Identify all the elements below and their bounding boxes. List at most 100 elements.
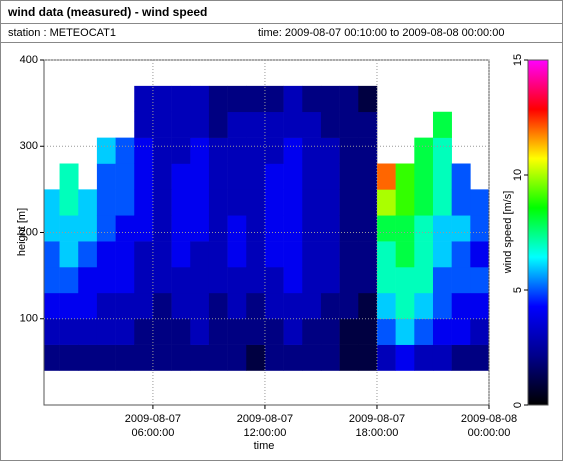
heatmap-cell [358, 137, 378, 164]
heatmap-cell [152, 137, 172, 164]
heatmap-cell [134, 111, 154, 138]
heatmap-cell [432, 189, 452, 216]
heatmap-cell [451, 163, 471, 190]
heatmap-cell [96, 215, 116, 242]
heatmap-cell [283, 189, 303, 216]
heatmap-cell [134, 85, 154, 113]
chart-title: wind data (measured) - wind speed [7, 5, 207, 19]
heatmap-cell [358, 344, 378, 371]
heatmap-cell [339, 267, 359, 294]
heatmap-cell [171, 241, 191, 268]
heatmap-cell [134, 344, 154, 371]
heatmap-cell [152, 318, 172, 345]
heatmap-cell [246, 241, 266, 268]
heatmap-cell [320, 189, 340, 216]
heatmap-cell [227, 85, 247, 113]
heatmap-cell [376, 215, 396, 242]
heatmap-cell [302, 241, 322, 268]
heatmap-cell [246, 267, 266, 294]
heatmap-cell [134, 137, 154, 164]
heatmap-cell [414, 137, 434, 164]
heatmap-cell [227, 163, 247, 190]
heatmap-cell [302, 137, 322, 164]
heatmap-cell [470, 189, 490, 216]
heatmap-cell [283, 241, 303, 268]
heatmap-cell [190, 85, 210, 113]
heatmap-cell [171, 292, 191, 320]
heatmap-cell [78, 344, 98, 371]
heatmap-cell [358, 292, 378, 320]
heatmap-cell [246, 344, 266, 371]
heatmap-cell [246, 85, 266, 113]
heatmap-cell [208, 85, 228, 113]
heatmap-cell [414, 215, 434, 242]
heatmap-cell [208, 215, 228, 242]
heatmap-cell [227, 267, 247, 294]
heatmap-cell [302, 292, 322, 320]
heatmap-cell [59, 189, 79, 216]
heatmap-cell [302, 318, 322, 345]
heatmap-cell [134, 318, 154, 345]
heatmap-cell [414, 267, 434, 294]
heatmap-cell [227, 215, 247, 242]
heatmap-cell [208, 137, 228, 164]
heatmap-cell [395, 267, 415, 294]
heatmap-cell [96, 137, 116, 164]
heatmap-cell [134, 215, 154, 242]
colorbar [527, 59, 549, 406]
heatmap-cell [227, 344, 247, 371]
heatmap-cell [96, 318, 116, 345]
heatmap-cell [190, 163, 210, 190]
heatmap-cell [44, 318, 60, 345]
heatmap-cell [152, 344, 172, 371]
heatmap-cell [432, 111, 452, 138]
heatmap-cell [302, 163, 322, 190]
heatmap-cell [96, 241, 116, 268]
heatmap-cell [264, 137, 284, 164]
heatmap-cell [78, 189, 98, 216]
heatmap-cell [283, 267, 303, 294]
heatmap-cell [320, 292, 340, 320]
heatmap-cell [414, 241, 434, 268]
y-axis-label: height [m] [16, 208, 28, 256]
y-tick-label: 200 [20, 226, 38, 238]
heatmap-cell [264, 318, 284, 345]
heatmap-cell [134, 267, 154, 294]
heatmap-cell [470, 267, 490, 294]
colorbar-tick-label: 15 [512, 54, 524, 66]
heatmap-cell [339, 344, 359, 371]
heatmap-cell [134, 189, 154, 216]
heatmap-cell [171, 189, 191, 216]
heatmap-cell [339, 163, 359, 190]
heatmap-cell [227, 137, 247, 164]
heatmap-cell [115, 344, 135, 371]
heatmap-cell [264, 292, 284, 320]
heatmap-cell [208, 267, 228, 294]
heatmap-cell [283, 111, 303, 138]
heatmap-cell [358, 318, 378, 345]
heatmap-cell [171, 137, 191, 164]
heatmap-cell [432, 163, 452, 190]
heatmap-cell [208, 111, 228, 138]
heatmap-cell [451, 318, 471, 345]
heatmap-cell [171, 111, 191, 138]
heatmap-cell [96, 292, 116, 320]
heatmap-cell [134, 163, 154, 190]
heatmap-cell [339, 137, 359, 164]
heatmap-cell [302, 85, 322, 113]
heatmap-cell [358, 241, 378, 268]
heatmap-cell [451, 344, 471, 371]
heatmap-cell [320, 85, 340, 113]
heatmap-cell [190, 241, 210, 268]
heatmap-cell [283, 318, 303, 345]
heatmap-cell [302, 189, 322, 216]
heatmap-cell [190, 189, 210, 216]
heatmap-cell [44, 344, 60, 371]
heatmap-cell [376, 292, 396, 320]
heatmap-cell [78, 215, 98, 242]
heatmap-cell [208, 163, 228, 190]
station: station : METEOCAT1 [8, 27, 116, 39]
heatmap-cell [171, 163, 191, 190]
heatmap-cell [190, 215, 210, 242]
